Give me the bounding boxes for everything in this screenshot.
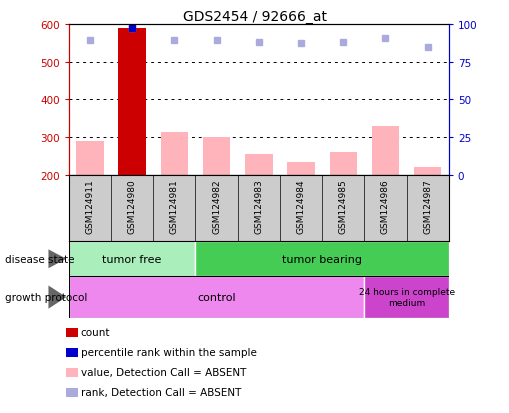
Text: disease state: disease state	[5, 254, 74, 264]
Text: control: control	[197, 292, 236, 302]
Bar	[287, 162, 314, 176]
Bar	[160, 132, 188, 176]
Bar	[245, 155, 272, 176]
Text: GSM124987: GSM124987	[422, 179, 431, 233]
Bar	[195, 242, 448, 277]
Bar	[371, 126, 399, 176]
Text: GSM124984: GSM124984	[296, 179, 305, 233]
Text: GSM124982: GSM124982	[212, 179, 221, 233]
Bar	[76, 142, 103, 176]
Text: tumor bearing: tumor bearing	[281, 254, 361, 264]
Text: GDS2454 / 92666_at: GDS2454 / 92666_at	[183, 10, 326, 24]
Polygon shape	[48, 250, 66, 268]
Text: GSM124981: GSM124981	[169, 179, 179, 233]
Bar	[118, 28, 146, 176]
Bar	[329, 153, 356, 176]
Text: tumor free: tumor free	[102, 254, 161, 264]
Bar	[69, 242, 195, 277]
Text: GSM124985: GSM124985	[338, 179, 347, 233]
Text: GSM124986: GSM124986	[380, 179, 389, 233]
Bar	[203, 138, 230, 176]
Bar	[413, 168, 441, 176]
Text: rank, Detection Call = ABSENT: rank, Detection Call = ABSENT	[80, 387, 240, 397]
Text: 24 hours in complete
medium: 24 hours in complete medium	[358, 287, 454, 307]
Bar	[118, 28, 146, 176]
Text: GSM124911: GSM124911	[86, 179, 94, 233]
Text: GSM124983: GSM124983	[254, 179, 263, 233]
Text: count: count	[80, 328, 110, 337]
Polygon shape	[48, 286, 66, 309]
Text: growth protocol: growth protocol	[5, 292, 88, 302]
Text: GSM124980: GSM124980	[127, 179, 136, 233]
Bar	[363, 277, 448, 318]
Text: value, Detection Call = ABSENT: value, Detection Call = ABSENT	[80, 367, 245, 377]
Bar	[69, 277, 363, 318]
Text: percentile rank within the sample: percentile rank within the sample	[80, 347, 256, 357]
